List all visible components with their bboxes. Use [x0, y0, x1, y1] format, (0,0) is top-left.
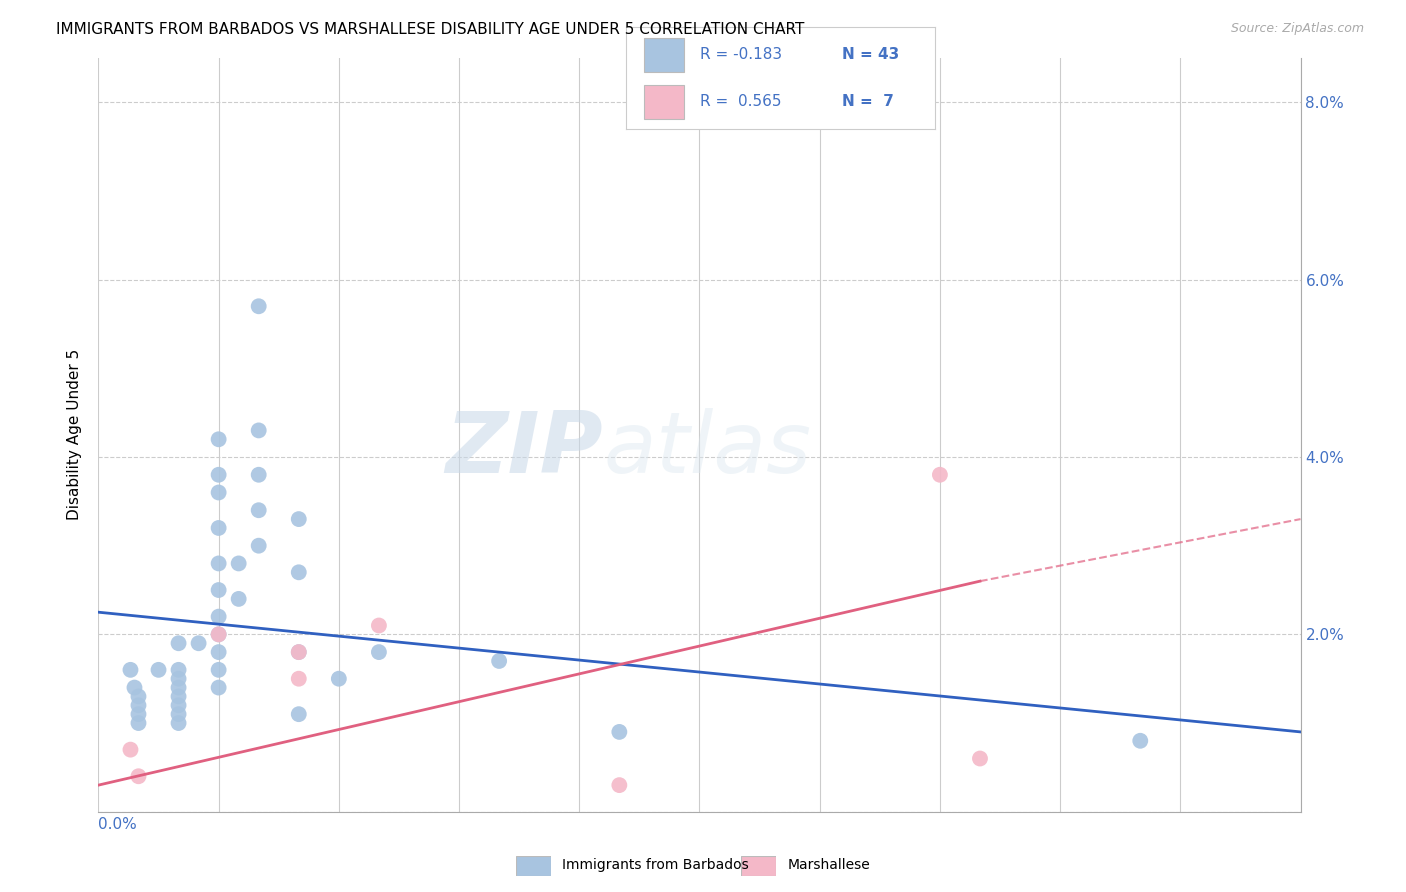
Point	[208, 627, 231, 641]
Text: IMMIGRANTS FROM BARBADOS VS MARSHALLESE DISABILITY AGE UNDER 5 CORRELATION CHART: IMMIGRANTS FROM BARBADOS VS MARSHALLESE …	[56, 22, 804, 37]
Text: N =  7: N = 7	[842, 94, 894, 109]
Text: atlas: atlas	[603, 409, 811, 491]
Point	[208, 627, 231, 641]
Point	[208, 582, 231, 597]
Point	[929, 467, 952, 482]
Point	[247, 424, 270, 438]
Point	[288, 645, 311, 659]
Point	[247, 539, 270, 553]
Text: 0.0%: 0.0%	[98, 817, 138, 832]
Point	[288, 512, 311, 526]
Point	[208, 557, 231, 571]
Point	[167, 672, 190, 686]
Point	[167, 698, 190, 713]
Point	[208, 609, 231, 624]
Point	[167, 681, 190, 695]
Point	[128, 707, 150, 722]
Y-axis label: Disability Age Under 5: Disability Age Under 5	[67, 350, 83, 520]
Point	[1129, 733, 1152, 747]
Point	[288, 566, 311, 580]
Point	[128, 698, 150, 713]
Point	[247, 467, 270, 482]
Point	[208, 663, 231, 677]
Point	[124, 681, 146, 695]
Point	[120, 742, 142, 756]
Point	[228, 591, 250, 606]
FancyBboxPatch shape	[644, 86, 685, 119]
Point	[969, 751, 991, 765]
Text: Immigrants from Barbados: Immigrants from Barbados	[562, 858, 749, 872]
Point	[128, 716, 150, 731]
Text: ZIP: ZIP	[446, 409, 603, 491]
Point	[288, 645, 311, 659]
Point	[609, 725, 631, 739]
Text: R =  0.565: R = 0.565	[700, 94, 782, 109]
Text: Source: ZipAtlas.com: Source: ZipAtlas.com	[1230, 22, 1364, 36]
Point	[148, 663, 170, 677]
FancyBboxPatch shape	[516, 856, 551, 876]
Point	[247, 503, 270, 517]
Text: R = -0.183: R = -0.183	[700, 47, 782, 62]
Point	[247, 299, 270, 313]
Point	[128, 769, 150, 783]
Point	[187, 636, 209, 650]
Point	[128, 690, 150, 704]
Point	[167, 716, 190, 731]
Point	[167, 707, 190, 722]
Point	[609, 778, 631, 792]
Text: Marshallese: Marshallese	[787, 858, 870, 872]
Point	[208, 645, 231, 659]
Text: N = 43: N = 43	[842, 47, 900, 62]
FancyBboxPatch shape	[644, 38, 685, 72]
Point	[228, 557, 250, 571]
Point	[167, 636, 190, 650]
Point	[328, 672, 350, 686]
FancyBboxPatch shape	[741, 856, 776, 876]
Point	[288, 707, 311, 722]
Point	[368, 645, 391, 659]
Point	[368, 618, 391, 632]
Point	[208, 467, 231, 482]
Point	[208, 521, 231, 535]
Point	[208, 432, 231, 446]
Point	[167, 690, 190, 704]
Point	[208, 485, 231, 500]
Point	[167, 663, 190, 677]
Point	[288, 672, 311, 686]
Point	[488, 654, 510, 668]
Point	[208, 681, 231, 695]
Point	[120, 663, 142, 677]
